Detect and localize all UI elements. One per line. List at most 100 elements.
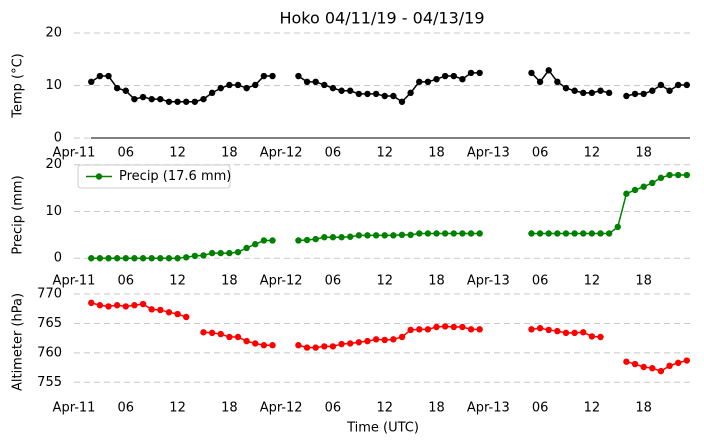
series-line xyxy=(91,239,273,259)
data-point xyxy=(381,232,388,239)
data-point xyxy=(597,230,604,237)
data-point xyxy=(303,236,311,244)
data-point xyxy=(390,232,397,239)
x-tick-label: 06 xyxy=(532,401,549,416)
y-tick-label: 760 xyxy=(37,345,62,360)
data-point xyxy=(295,72,302,80)
data-point xyxy=(226,249,233,257)
data-point xyxy=(243,244,250,252)
data-point xyxy=(649,87,656,94)
data-point xyxy=(657,174,665,182)
data-point xyxy=(683,171,691,179)
data-point xyxy=(433,323,440,331)
data-point xyxy=(623,190,630,197)
x-axis-label: Time (UTC) xyxy=(346,421,419,436)
data-point xyxy=(674,81,682,89)
x-tick-label: 18 xyxy=(635,401,652,416)
data-point xyxy=(476,230,483,237)
x-tick-label: 12 xyxy=(376,274,393,289)
data-point xyxy=(407,326,414,334)
data-point xyxy=(433,230,440,237)
series-line xyxy=(298,325,480,349)
y-tick-label: 0 xyxy=(54,131,62,146)
x-tick-label: 18 xyxy=(428,401,445,416)
data-point xyxy=(105,72,112,80)
data-point xyxy=(657,367,665,375)
data-point xyxy=(536,230,544,237)
x-tick-label: 06 xyxy=(325,274,342,289)
data-point xyxy=(139,255,147,262)
data-point xyxy=(183,313,190,321)
x-tick-label: Apr-11 xyxy=(53,401,96,416)
data-point xyxy=(554,230,561,237)
x-tick-label: 06 xyxy=(118,274,135,289)
data-point xyxy=(441,72,449,80)
data-point xyxy=(269,342,276,349)
data-point xyxy=(631,360,639,368)
data-point xyxy=(364,90,371,98)
data-point xyxy=(131,302,138,309)
data-point xyxy=(88,299,95,307)
data-point xyxy=(321,81,328,89)
series-line xyxy=(90,75,273,103)
data-point xyxy=(674,171,682,179)
data-point xyxy=(545,326,552,334)
data-point xyxy=(441,323,449,330)
data-point xyxy=(174,255,181,262)
series-line xyxy=(297,72,480,103)
data-point xyxy=(683,81,691,89)
data-point xyxy=(243,84,250,92)
data-point xyxy=(364,337,371,345)
data-point xyxy=(605,230,613,237)
x-tick-label: 06 xyxy=(532,274,549,289)
data-point xyxy=(329,234,337,241)
data-point xyxy=(355,90,363,98)
data-point xyxy=(303,78,311,86)
data-point xyxy=(96,255,104,262)
data-point xyxy=(243,337,250,345)
data-point xyxy=(649,364,656,372)
x-tick-label: Apr-12 xyxy=(260,146,303,161)
data-point xyxy=(88,255,95,262)
data-point xyxy=(571,329,578,337)
data-point xyxy=(580,329,587,336)
x-tick-label: 18 xyxy=(635,146,652,161)
data-point xyxy=(347,233,354,240)
data-point xyxy=(321,234,328,241)
data-point xyxy=(536,324,544,332)
x-tick-label: 18 xyxy=(221,274,238,289)
data-point xyxy=(191,252,199,260)
data-point xyxy=(269,237,276,244)
data-point xyxy=(208,249,216,257)
data-point xyxy=(562,230,570,237)
data-point xyxy=(200,252,207,259)
data-point xyxy=(554,327,561,335)
data-point xyxy=(122,303,129,310)
data-point xyxy=(554,78,561,86)
data-point xyxy=(424,78,432,86)
data-point xyxy=(623,358,630,365)
data-point xyxy=(407,231,414,239)
data-point xyxy=(536,78,544,86)
data-point xyxy=(105,255,112,262)
data-point xyxy=(88,78,95,86)
data-point xyxy=(329,84,337,92)
data-point xyxy=(588,230,596,237)
data-point xyxy=(407,89,414,97)
x-tick-label: Apr-13 xyxy=(467,274,510,289)
data-point xyxy=(113,255,121,262)
data-point xyxy=(131,255,138,262)
data-point xyxy=(459,76,466,83)
data-point xyxy=(338,87,345,94)
chart-title: Hoko 04/11/19 - 04/13/19 xyxy=(279,9,484,28)
data-point xyxy=(580,89,587,97)
data-point xyxy=(165,255,173,262)
data-point xyxy=(200,329,207,336)
data-point xyxy=(208,329,216,337)
data-point xyxy=(252,340,259,347)
data-point xyxy=(260,72,268,80)
data-point xyxy=(165,309,173,316)
data-point xyxy=(338,234,345,241)
data-point xyxy=(252,241,259,248)
data-point xyxy=(528,326,535,333)
